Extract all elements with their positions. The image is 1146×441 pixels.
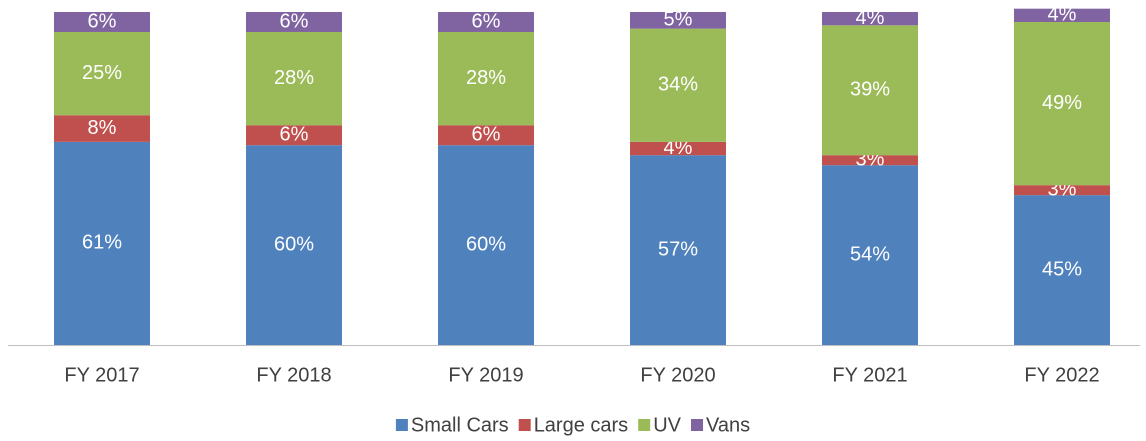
data-label: 60% [466,233,506,255]
data-label: 57% [658,238,698,260]
bar-segment [54,141,150,345]
bar-segment [630,155,726,345]
data-label: 61% [82,232,122,254]
bar-segment [54,12,150,32]
bar-segment [438,145,534,345]
data-label: 6% [88,10,117,32]
bar-segment [822,155,918,166]
x-tick-label: FY 2020 [640,364,715,386]
x-tick-label: FY 2017 [64,364,139,386]
bar-segment [438,12,534,32]
bar-segment [1014,21,1110,186]
bar-segment [54,31,150,116]
bar-segment [630,12,726,29]
bar-segment [438,125,534,146]
bar-segment [246,125,342,146]
data-label: 4% [664,137,693,159]
data-label: 25% [82,62,122,84]
legend-swatch [395,419,408,431]
bar-segment [822,165,918,345]
data-label: 60% [274,233,314,255]
data-label: 6% [280,10,309,32]
data-label: 4% [1048,4,1077,26]
x-tick-label: FY 2021 [832,364,907,386]
legend-label: Large cars [534,414,629,436]
data-label: 6% [280,123,309,145]
legend-label: UV [653,414,681,436]
bar-segment [438,31,534,126]
x-tick-label: FY 2019 [448,364,523,386]
data-label: 4% [856,7,885,29]
legend-swatch [690,419,703,431]
bar-segment [246,31,342,126]
data-label: 45% [1042,258,1082,280]
bar-segment [822,12,918,26]
legend-label: Small Cars [411,414,509,436]
legend-swatch [638,419,651,431]
data-label: 28% [274,67,314,89]
data-label: 6% [472,123,501,145]
legend-label: Vans [706,414,750,436]
bar-segment [630,28,726,142]
data-label: 6% [472,10,501,32]
data-label: 5% [664,9,693,31]
x-tick-label: FY 2018 [256,364,331,386]
data-label: 39% [850,79,890,101]
data-label: 28% [466,67,506,89]
data-label: 49% [1042,92,1082,114]
bar-segment [1014,195,1110,345]
bar-segment [54,115,150,142]
bar-segment [630,141,726,156]
legend-swatch [518,419,531,431]
data-label: 54% [850,243,890,265]
bar-segment [246,145,342,345]
x-tick-label: FY 2022 [1024,364,1099,386]
data-label: 34% [658,74,698,96]
data-label: 8% [88,117,117,139]
bar-segment [822,25,918,156]
bar-segment [246,12,342,32]
bar-segment [1014,185,1110,196]
bar-segment [1014,8,1110,22]
